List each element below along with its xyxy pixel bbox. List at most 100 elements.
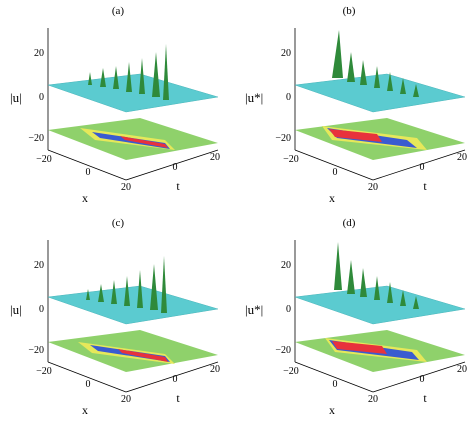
peaks	[86, 256, 167, 313]
panel-d-plot: (d) |u*| 20 0 −20 −20 0 20	[245, 217, 467, 417]
peak	[98, 284, 104, 302]
x-tick: 0	[333, 167, 338, 178]
x-axis	[294, 361, 374, 393]
t-axis	[372, 361, 466, 393]
peak	[88, 72, 92, 85]
contour-red	[332, 341, 387, 354]
panel-b: (b) |u*| 20 0 −20 −20 0 20	[237, 0, 474, 211]
t-axis-label: t	[423, 391, 427, 405]
peak	[400, 290, 406, 306]
x-axis-label: x	[82, 191, 88, 205]
t-axis-label: t	[176, 391, 180, 405]
panel-a: (a) |u| 20 0 −20	[0, 0, 237, 211]
t-axis-label: t	[423, 179, 427, 193]
peak	[360, 60, 367, 85]
z-axis-label: |u|	[10, 90, 22, 105]
x-tick: 0	[333, 379, 338, 390]
x-axis	[47, 149, 127, 181]
panel-label: (a)	[112, 5, 125, 17]
peak	[161, 256, 167, 313]
peak	[374, 276, 380, 300]
peaks	[334, 242, 419, 309]
panel-d: (d) |u*| 20 0 −20 −20 0 20	[237, 212, 474, 423]
peak	[126, 62, 132, 92]
z-axis-label: |u*|	[245, 302, 263, 317]
peak	[374, 66, 380, 88]
z-tick: 0	[286, 304, 291, 315]
peak	[111, 280, 117, 304]
t-tick: 20	[210, 364, 220, 375]
panel-label: (b)	[343, 5, 356, 17]
contour-red	[329, 129, 382, 142]
peak	[113, 66, 119, 89]
x-tick: 0	[86, 167, 91, 178]
peak	[347, 260, 355, 294]
t-tick: 0	[420, 162, 425, 173]
x-tick: 20	[121, 394, 131, 405]
x-tick: −20	[283, 366, 299, 377]
x-tick: 0	[86, 379, 91, 390]
peak	[332, 30, 343, 78]
x-axis-label: x	[329, 191, 335, 205]
contour-red	[118, 349, 168, 362]
surface-plane	[47, 285, 219, 325]
z-axis-label: |u|	[10, 302, 22, 317]
t-axis	[125, 361, 219, 393]
peak	[100, 68, 106, 87]
x-tick: −20	[36, 366, 52, 377]
peak	[86, 289, 90, 300]
peak	[413, 84, 419, 97]
t-tick: 20	[457, 364, 467, 375]
contour-red	[120, 136, 168, 148]
peak	[334, 242, 342, 290]
peak	[347, 52, 355, 82]
panel-label: (d)	[343, 217, 356, 229]
panel-a-plot: (a) |u| 20 0 −20	[10, 5, 220, 205]
x-axis-label: x	[329, 403, 335, 417]
t-axis	[125, 149, 219, 181]
t-tick: 20	[457, 152, 467, 163]
t-axis-label: t	[176, 179, 180, 193]
panel-c-plot: (c) |u| 20 0 −20 −20 0 20	[10, 217, 220, 417]
peaks	[88, 44, 169, 100]
z-tick: −20	[28, 345, 44, 356]
surface-plane	[294, 73, 466, 113]
z-tick: 0	[39, 92, 44, 103]
peak	[400, 78, 406, 94]
z-tick: 20	[34, 48, 44, 59]
x-tick: 20	[368, 182, 378, 193]
t-tick: 0	[173, 374, 178, 385]
peaks	[332, 30, 419, 97]
x-tick: 20	[368, 394, 378, 405]
x-tick: −20	[283, 154, 299, 165]
peak	[387, 72, 393, 91]
z-tick: −20	[28, 133, 44, 144]
panel-c: (c) |u| 20 0 −20 −20 0 20	[0, 212, 237, 423]
z-tick: 20	[281, 260, 291, 271]
t-axis	[372, 149, 466, 181]
peak	[137, 270, 143, 308]
peak	[387, 282, 393, 303]
z-tick: −20	[275, 133, 291, 144]
x-axis-label: x	[82, 403, 88, 417]
peak	[413, 296, 419, 309]
surface-plane	[294, 285, 466, 325]
z-tick: 0	[286, 92, 291, 103]
t-tick: 0	[173, 162, 178, 173]
peak	[360, 268, 367, 297]
peak	[163, 44, 169, 100]
peak	[139, 58, 145, 94]
peak	[124, 276, 130, 306]
t-tick: 20	[210, 152, 220, 163]
peak	[150, 264, 158, 310]
z-tick: −20	[275, 345, 291, 356]
t-tick: 0	[420, 374, 425, 385]
x-tick: −20	[36, 154, 52, 165]
surface-plane	[47, 73, 219, 113]
peak	[152, 52, 160, 97]
z-axis-label: |u*|	[245, 90, 263, 105]
z-tick: 0	[39, 304, 44, 315]
panel-b-plot: (b) |u*| 20 0 −20 −20 0 20	[245, 5, 467, 205]
x-axis	[47, 361, 127, 393]
